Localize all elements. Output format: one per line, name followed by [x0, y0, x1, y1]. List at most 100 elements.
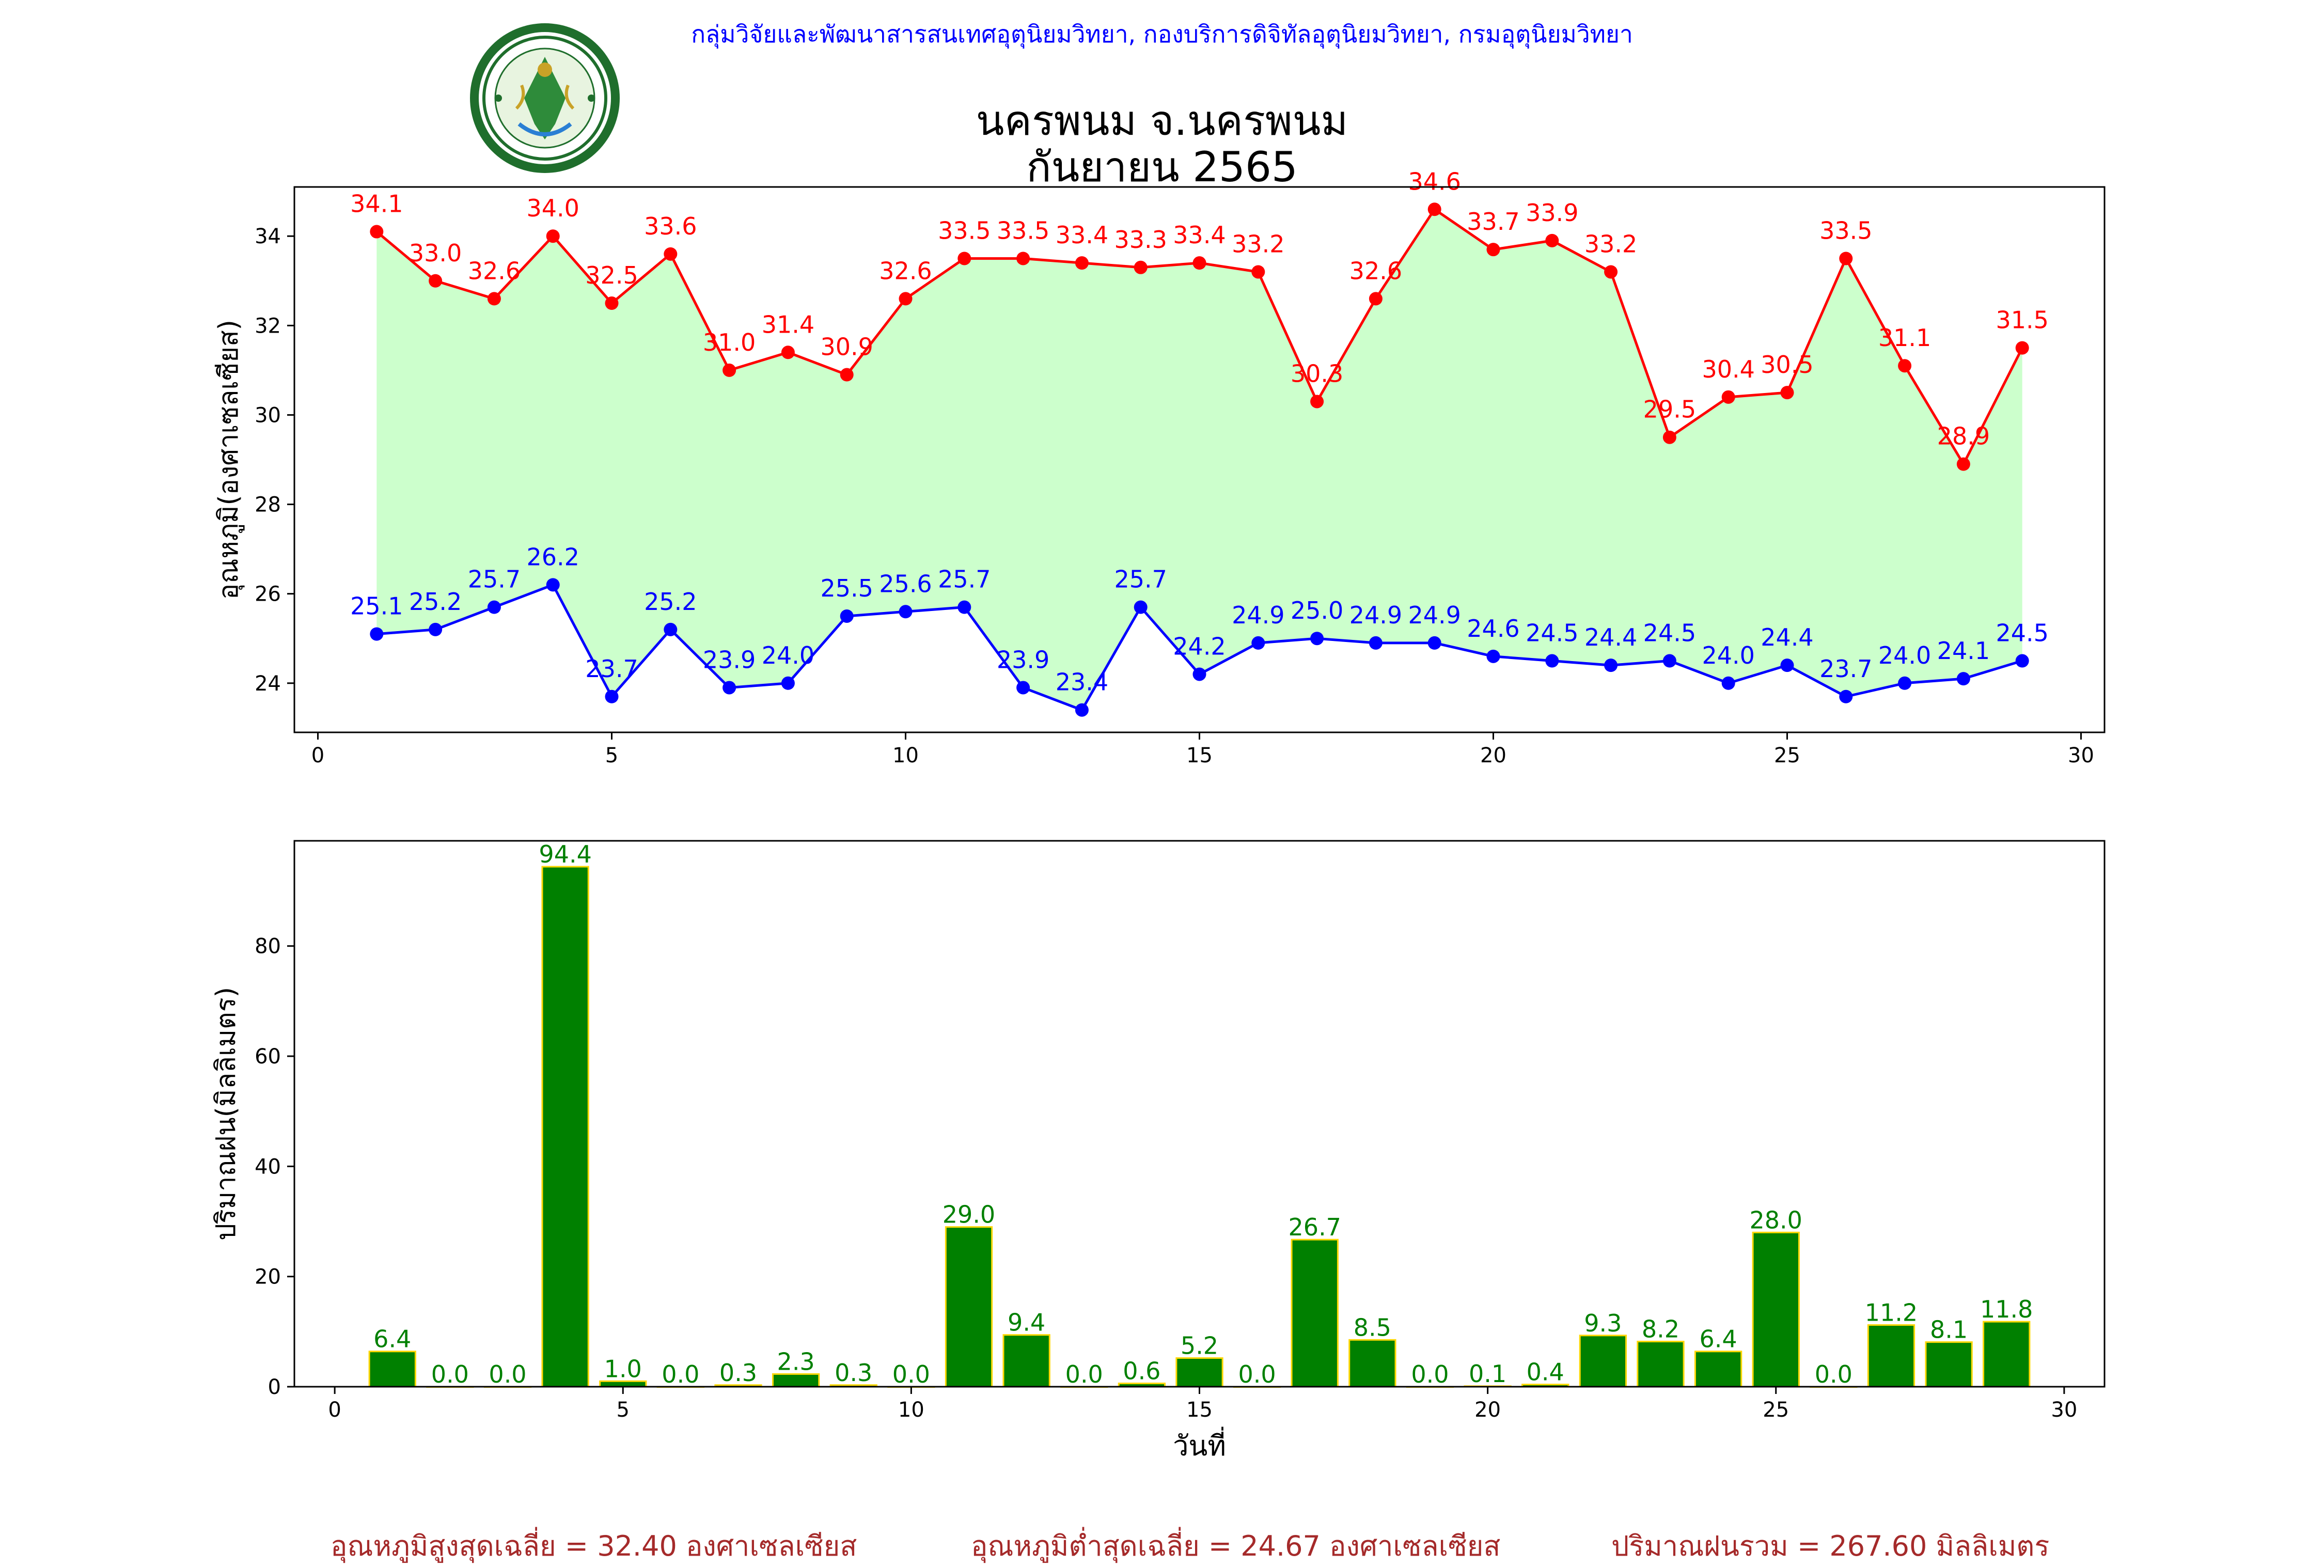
min-temp-point [429, 622, 443, 636]
max-temp-point [1839, 252, 1853, 265]
temp-y-tick-label: 26 [255, 583, 281, 606]
max-temp-point [840, 368, 854, 382]
min-temp-point [957, 600, 971, 614]
rain-bar-label: 0.3 [719, 1359, 757, 1387]
min-temp-label: 24.9 [1408, 601, 1461, 629]
rain-bar [368, 1351, 416, 1388]
max-temp-label: 32.5 [585, 261, 638, 289]
rain-bar-label: 0.0 [892, 1360, 930, 1388]
min-temp-point [370, 627, 384, 641]
temp-y-axis-label: อุณหภูมิ(องศาเซลเซียส) [213, 320, 245, 600]
min-temp-label: 25.7 [938, 566, 991, 593]
min-temp-point [1486, 649, 1500, 663]
rain-bar [1694, 1351, 1742, 1388]
rain-bar [1637, 1341, 1685, 1388]
rain-x-tick-label: 25 [1763, 1398, 1789, 1422]
temp-range-fill [376, 209, 2022, 710]
min-temp-label: 25.0 [1291, 597, 1343, 624]
min-temp-label: 24.0 [1878, 641, 1931, 669]
rain-x-axis-label: วันที่ [1173, 1426, 1226, 1462]
max-temp-point [1604, 265, 1618, 279]
min-temp-label: 23.7 [585, 655, 638, 683]
min-temp-label: 24.5 [1643, 619, 1696, 647]
rain-y-tick-label: 80 [255, 935, 281, 959]
min-temp-label: 24.4 [1584, 623, 1637, 651]
max-temp-label: 32.6 [1349, 257, 1402, 285]
rain-bar [1002, 1334, 1050, 1388]
max-temp-point [1251, 265, 1265, 279]
temp-y-tick-label: 32 [255, 314, 281, 338]
max-temp-point [1662, 430, 1676, 444]
min-temp-point [899, 605, 913, 619]
max-temp-label: 31.5 [1996, 306, 2048, 334]
max-temp-label: 33.0 [409, 239, 462, 267]
chart-title-line2: กันยายน 2565 [1026, 143, 1298, 191]
rain-bar-label: 2.3 [777, 1347, 815, 1375]
rain-x-tick-label: 0 [328, 1398, 341, 1422]
max-temp-label: 33.4 [1056, 221, 1108, 249]
max-temp-label: 33.4 [1173, 221, 1226, 249]
temp-y-tick-label: 24 [255, 672, 281, 696]
max-temp-label: 29.5 [1643, 396, 1696, 424]
rain-bar-label: 8.5 [1354, 1313, 1391, 1341]
max-temp-point [1310, 395, 1324, 409]
min-temp-point [1192, 667, 1206, 681]
rain-bar [1175, 1357, 1223, 1388]
min-temp-label: 25.2 [409, 588, 462, 616]
min-temp-label: 24.1 [1937, 637, 1990, 665]
min-temp-point [1662, 654, 1676, 668]
rain-bar [1925, 1341, 1973, 1388]
min-temp-label: 25.6 [879, 570, 932, 598]
min-temp-point [723, 681, 736, 695]
max-temp-label: 33.2 [1584, 230, 1637, 258]
max-temp-point [1075, 256, 1089, 270]
max-temp-label: 33.9 [1526, 199, 1578, 227]
max-temp-point [1016, 252, 1030, 265]
max-temp-label: 31.4 [762, 310, 814, 338]
rain-x-tick-label: 20 [1474, 1398, 1501, 1422]
temp-x-tick-label: 5 [605, 744, 618, 767]
temp-y-tick-label: 30 [255, 403, 281, 427]
rain-y-axis-label: ปริมาณฝน(มิลลิเมตร) [211, 987, 242, 1241]
avg-min-summary: อุณหภูมิต่ำสุดเฉลี่ย = 24.67 องศาเซลเซีย… [971, 1530, 1501, 1562]
rain-bar [1752, 1231, 1800, 1388]
rain-bar [1291, 1238, 1339, 1388]
max-temp-label: 31.1 [1878, 324, 1931, 352]
rain-bar [945, 1226, 993, 1388]
min-temp-point [1721, 676, 1735, 690]
min-temp-point [1251, 636, 1265, 650]
min-temp-label: 25.7 [468, 566, 521, 593]
min-temp-point [1956, 672, 1970, 686]
min-temp-point [1310, 632, 1324, 646]
max-temp-point [1134, 260, 1148, 274]
rain-bar-label: 5.2 [1181, 1332, 1218, 1360]
min-temp-label: 23.9 [703, 646, 756, 673]
max-temp-point [370, 225, 384, 239]
max-temp-label: 33.2 [1232, 230, 1284, 258]
rain-bar-label: 0.0 [1411, 1360, 1449, 1388]
max-temp-point [1192, 256, 1206, 270]
min-temp-label: 25.1 [350, 592, 403, 620]
min-temp-point [781, 676, 795, 690]
rain-bar-label: 0.0 [1815, 1360, 1852, 1388]
min-temp-label: 24.9 [1232, 601, 1284, 629]
min-temp-label: 26.2 [527, 543, 579, 571]
rain-bar [772, 1373, 820, 1388]
max-temp-point [1486, 243, 1500, 257]
temp-x-tick-label: 0 [311, 744, 324, 767]
rain-bar-label: 0.0 [489, 1360, 526, 1388]
max-temp-point [899, 292, 913, 306]
min-temp-point [546, 578, 560, 592]
rain-bar-label: 0.1 [1469, 1360, 1506, 1388]
max-temp-label: 33.3 [1114, 226, 1167, 254]
min-temp-label: 24.5 [1996, 619, 2048, 647]
min-temp-label: 25.7 [1114, 566, 1167, 593]
rain-bar-label: 0.0 [1238, 1360, 1276, 1388]
rain-bar-label: 11.2 [1865, 1299, 1918, 1327]
max-temp-label: 30.5 [1761, 351, 1813, 379]
rain-bar-label: 11.8 [1980, 1295, 2033, 1323]
max-temp-point [723, 363, 736, 377]
min-temp-point [1898, 676, 1912, 690]
rain-bar [1348, 1339, 1396, 1388]
min-temp-point [1545, 654, 1559, 668]
